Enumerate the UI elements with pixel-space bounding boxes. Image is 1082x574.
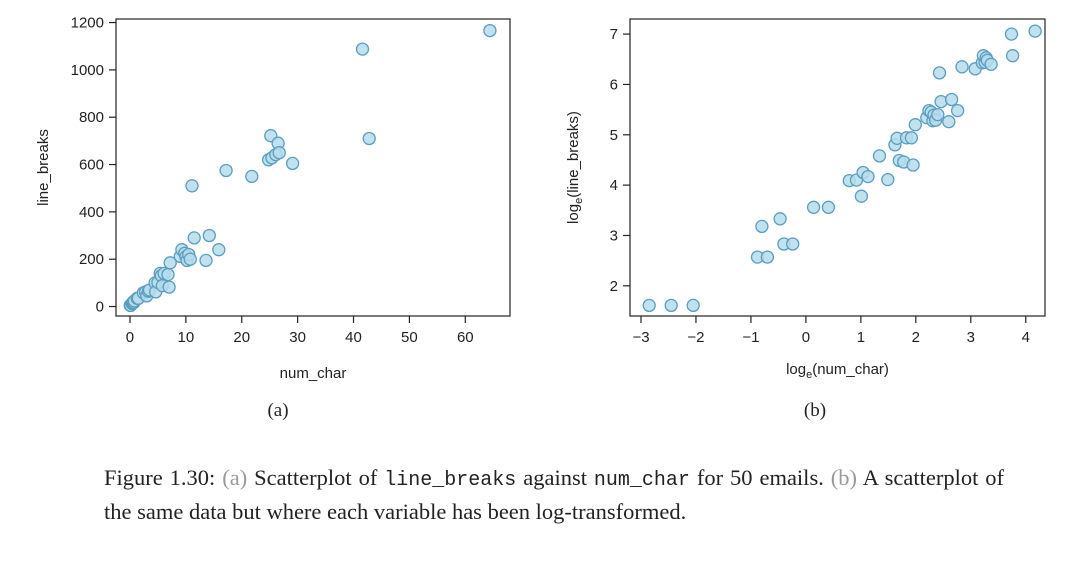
- data-point: [642, 298, 656, 313]
- x-tick-label: 3: [967, 329, 975, 346]
- caption-text-4: A scatterplot of the same data but where…: [104, 465, 1005, 524]
- panel-label: (b): [804, 400, 826, 421]
- figure-caption: Figure 1.30: (a) Scatterplot of line_bre…: [104, 462, 1004, 527]
- panel-b-scatterplot: −3 −2 −1 0 1 2 3 4 2 3 4 5 6 7 loge(num_char) loge(line…: [565, 18, 1046, 421]
- data-point: [162, 280, 176, 294]
- y-axis-title: loge(line_breaks): [565, 111, 585, 224]
- x-tick-label: 50: [401, 329, 418, 346]
- data-point: [908, 118, 922, 132]
- data-point: [755, 219, 769, 234]
- plot-frame: [629, 18, 1046, 317]
- caption-text-2: against: [523, 465, 587, 490]
- y-tick-label: 3: [610, 227, 618, 244]
- caption-ref-a: (a): [222, 465, 248, 490]
- figure: 0 10 20 30 40 50 60020040060080010001200num_ch…: [35, 15, 1046, 421]
- x-tick-label: −2: [687, 329, 704, 346]
- data-point: [1028, 24, 1042, 38]
- data-point: [1005, 49, 1020, 63]
- y-tick-label: 600: [79, 157, 104, 174]
- x-tick-label: 60: [457, 329, 474, 346]
- data-point: [1004, 27, 1019, 41]
- data-point: [245, 169, 259, 184]
- x-tick-label: 20: [233, 329, 250, 346]
- data-point: [202, 228, 216, 243]
- y-tick-label: 2: [610, 278, 618, 295]
- x-tick-label: 10: [178, 329, 195, 346]
- data-point: [272, 146, 286, 160]
- y-tick-label: 5: [610, 127, 618, 144]
- y-tick-label: 400: [79, 204, 104, 221]
- caption-var-y: line_breaks: [384, 469, 517, 492]
- data-point: [185, 179, 199, 193]
- data-point: [955, 60, 969, 74]
- x-tick-label: −3: [632, 329, 649, 346]
- x-tick-label: 0: [802, 329, 810, 346]
- x-axis-title: loge(num_char): [786, 361, 889, 381]
- data-point: [904, 131, 919, 145]
- data-point: [861, 169, 875, 184]
- y-tick-label: 200: [79, 251, 104, 268]
- data-point: [906, 158, 920, 172]
- data-point: [881, 172, 895, 187]
- plot-frame: [115, 18, 511, 317]
- data-point: [984, 57, 998, 71]
- data-point: [187, 231, 201, 245]
- data-point: [483, 23, 497, 38]
- data-point: [355, 42, 370, 56]
- data-point: [806, 200, 821, 214]
- y-tick-label: 1200: [71, 15, 104, 32]
- caption-var-x: num_char: [593, 469, 690, 492]
- x-tick-label: 30: [289, 329, 306, 346]
- y-axis-title: line_breaks: [35, 129, 52, 206]
- x-tick-label: 1: [857, 329, 865, 346]
- data-point: [219, 163, 233, 178]
- data-point: [821, 200, 836, 214]
- x-tick-label: 2: [912, 329, 920, 346]
- y-tick-label: 4: [610, 177, 618, 194]
- y-tick-label: 0: [96, 299, 104, 316]
- data-point: [212, 243, 226, 257]
- data-point: [773, 212, 787, 226]
- data-point: [664, 298, 678, 313]
- data-point: [760, 250, 775, 264]
- x-tick-label: 40: [345, 329, 362, 346]
- caption-label: Figure 1.30:: [104, 465, 216, 490]
- panel-label: (a): [267, 400, 288, 421]
- data-point: [932, 66, 947, 80]
- caption-text-3: for 50 emails.: [696, 465, 824, 490]
- data-point: [686, 298, 700, 313]
- data-point: [183, 252, 197, 266]
- data-point: [931, 107, 945, 122]
- data-point: [161, 267, 175, 282]
- y-tick-label: 6: [610, 76, 618, 93]
- y-tick-label: 800: [79, 109, 104, 126]
- data-point: [944, 92, 959, 107]
- data-point: [854, 189, 869, 203]
- x-tick-label: 0: [126, 329, 134, 346]
- data-point: [285, 156, 300, 171]
- y-tick-label: 1000: [71, 62, 104, 79]
- panel-a-scatterplot: 0 10 20 30 40 50 60020040060080010001200num_ch…: [35, 15, 511, 421]
- data-point: [163, 256, 177, 270]
- caption-text-1: Scatterplot of: [254, 465, 378, 490]
- data-point: [786, 237, 800, 251]
- x-tick-label: 4: [1022, 329, 1030, 346]
- data-point: [872, 149, 887, 163]
- y-tick-label: 7: [610, 26, 618, 43]
- data-point: [362, 131, 376, 146]
- x-axis-title: num_char: [280, 365, 347, 382]
- data-point: [950, 103, 965, 118]
- x-tick-label: −1: [742, 329, 759, 346]
- data-point: [942, 115, 956, 129]
- data-point: [199, 253, 213, 268]
- caption-ref-b: (b): [830, 465, 858, 490]
